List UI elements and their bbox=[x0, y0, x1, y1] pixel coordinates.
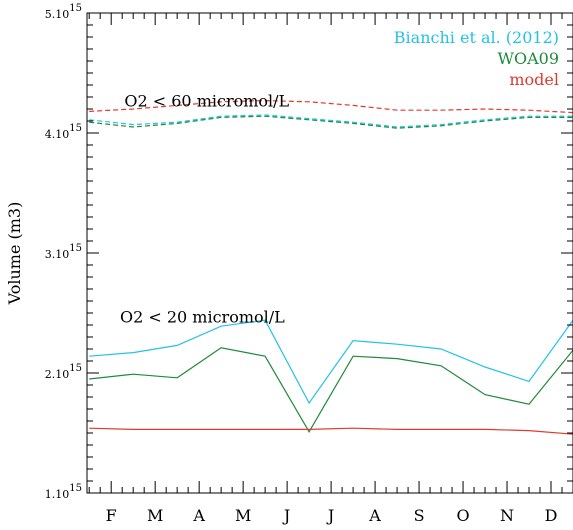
x-tick-label: D bbox=[545, 506, 558, 525]
x-tick-label: J bbox=[326, 506, 334, 525]
annotations: O2 < 60 micromol/L O2 < 20 micromol/L bbox=[120, 92, 290, 327]
y-tick-label: 5.1015 bbox=[45, 3, 82, 21]
y-tick-label: 1.1015 bbox=[45, 483, 82, 501]
y-tick-labels: 1.1015 2.1015 3.1015 4.1015 5.1015 bbox=[45, 3, 82, 501]
y-tick-label: 2.1015 bbox=[45, 363, 82, 381]
series-line-1 bbox=[89, 319, 573, 405]
x-tick-label: F bbox=[106, 506, 117, 525]
y-tick-label: 3.1015 bbox=[45, 243, 82, 261]
x-tick-label: M bbox=[235, 506, 251, 525]
x-tick-label: S bbox=[414, 506, 425, 525]
series-layer bbox=[89, 99, 573, 435]
series-line-6 bbox=[89, 99, 573, 114]
x-tick-label: A bbox=[192, 506, 205, 525]
series-line-4 bbox=[89, 114, 573, 128]
x-tick-label: J bbox=[282, 506, 290, 525]
legend-entry: Bianchi et al. (2012) bbox=[394, 28, 559, 47]
y-tick-label: 4.1015 bbox=[45, 123, 82, 141]
plot-frame bbox=[86, 12, 573, 494]
legend-entry: WOA09 bbox=[498, 49, 559, 68]
series-line-2 bbox=[89, 347, 573, 433]
series-line-5 bbox=[89, 115, 573, 129]
x-tick-label: M bbox=[147, 506, 163, 525]
region-annotation: O2 < 60 micromol/L bbox=[124, 92, 289, 111]
y-axis-label: Volume (m3) bbox=[5, 202, 24, 306]
legend: Bianchi et al. (2012) WOA09 model bbox=[394, 28, 559, 89]
x-tick-label: O bbox=[456, 506, 469, 525]
axis-ticks bbox=[87, 12, 573, 494]
x-tick-label: N bbox=[500, 506, 514, 525]
series-line-3 bbox=[89, 427, 573, 435]
x-tick-label: A bbox=[368, 506, 381, 525]
region-annotation: O2 < 20 micromol/L bbox=[120, 308, 285, 327]
legend-entry: model bbox=[509, 70, 559, 89]
